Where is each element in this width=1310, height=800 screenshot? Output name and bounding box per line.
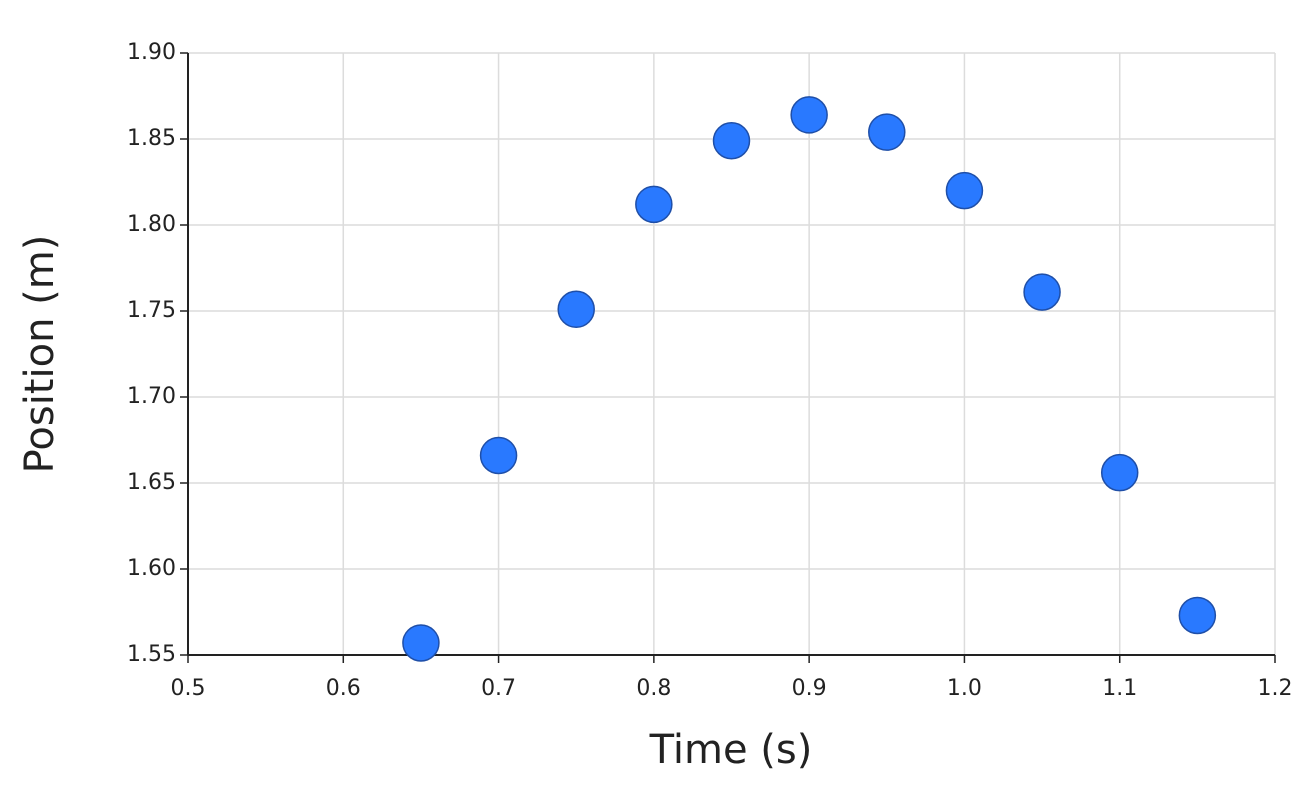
- y-axis-label: Position (m): [17, 235, 63, 474]
- x-tick-label: 0.9: [792, 676, 827, 701]
- x-tick-label: 0.8: [636, 676, 671, 701]
- x-tick-label: 1.2: [1258, 676, 1293, 701]
- point: [868, 113, 906, 151]
- x-tick-label: 0.7: [481, 676, 516, 701]
- point: [712, 121, 751, 160]
- point: [479, 436, 518, 475]
- y-tick-label: 1.70: [127, 384, 176, 409]
- x-tick-label: 1.0: [947, 676, 982, 701]
- point: [1178, 596, 1217, 635]
- point: [635, 185, 673, 224]
- y-tick-label: 1.65: [127, 470, 176, 495]
- y-tick-label: 1.75: [127, 298, 176, 323]
- x-tick-label: 0.6: [326, 676, 361, 701]
- point: [557, 290, 595, 329]
- point: [402, 624, 440, 662]
- point: [1023, 273, 1061, 311]
- y-tick-label: 1.85: [127, 126, 176, 151]
- y-tick-label: 1.90: [127, 40, 176, 65]
- x-tick-label: 1.1: [1102, 676, 1137, 701]
- y-tick-label: 1.55: [127, 642, 176, 667]
- x-axis-label: Time (s): [649, 727, 813, 773]
- y-tick-label: 1.60: [127, 556, 176, 581]
- point: [790, 96, 828, 134]
- point: [945, 171, 984, 210]
- point: [1100, 453, 1139, 492]
- y-tick-label: 1.80: [127, 212, 176, 237]
- x-tick-label: 0.5: [171, 676, 206, 701]
